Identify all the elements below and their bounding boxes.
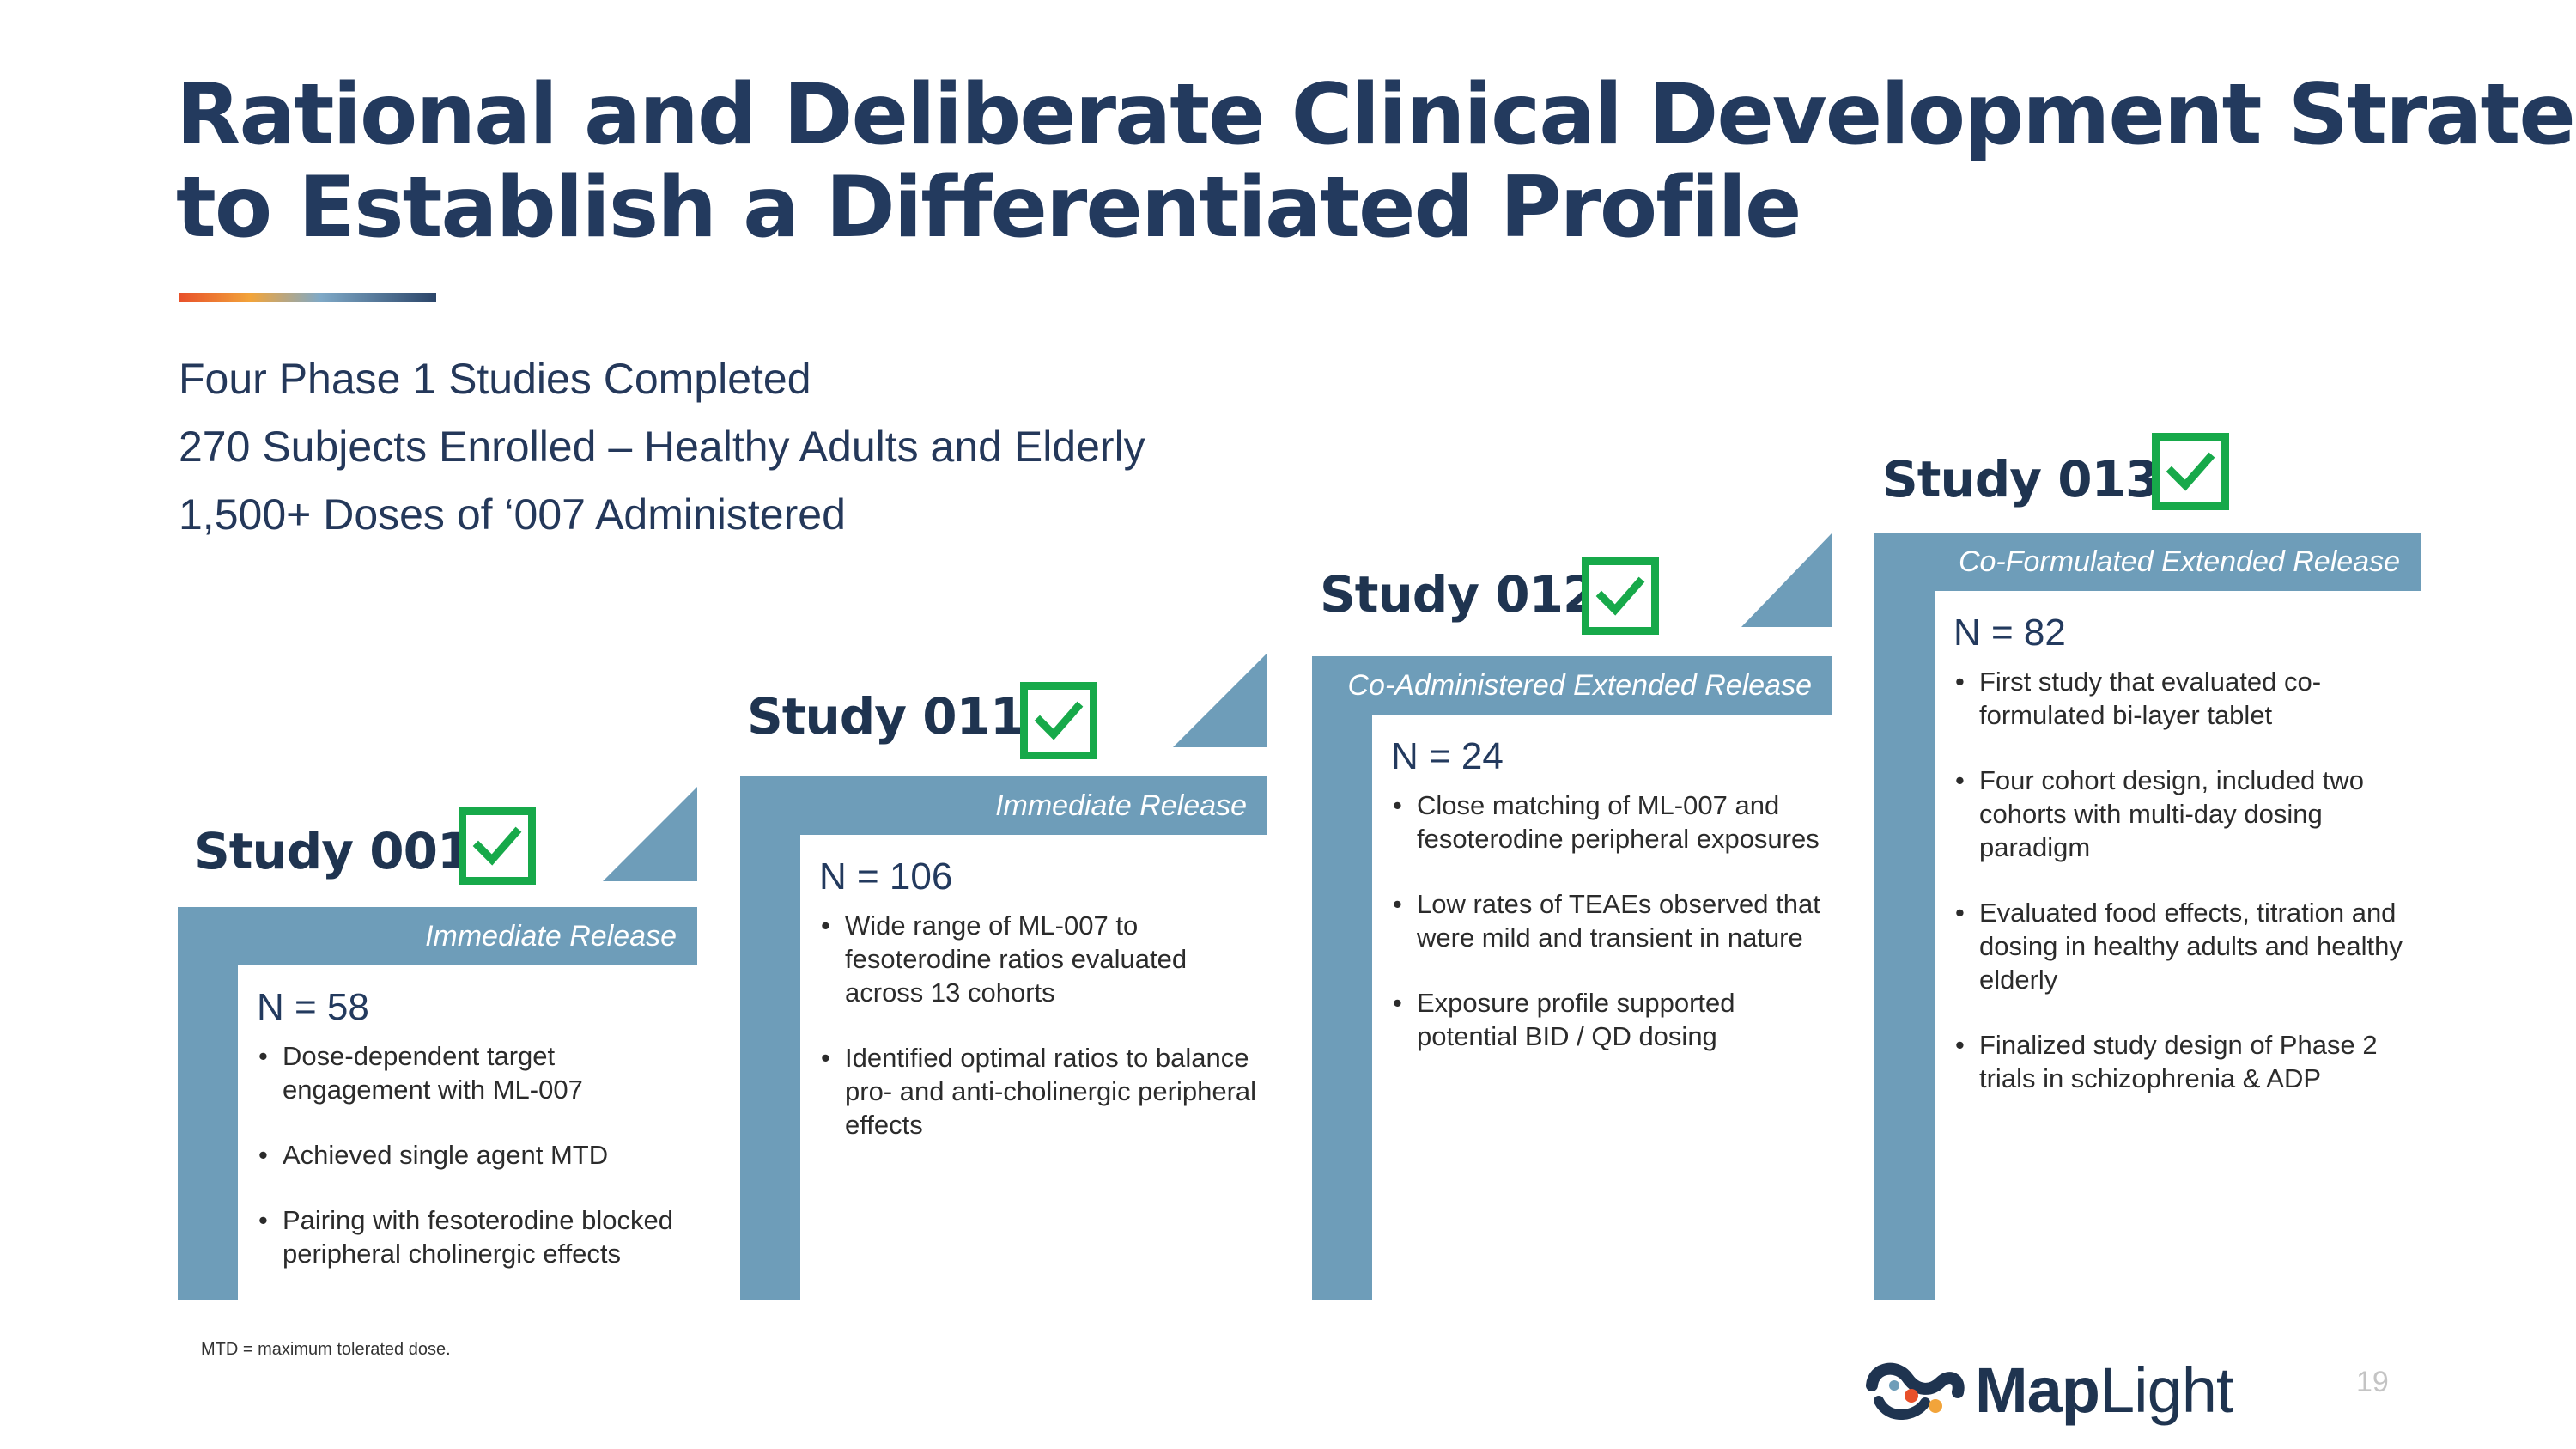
page-number: 19 [2356,1366,2389,1398]
list-item: Four cohort design, included two cohorts… [1953,764,2421,864]
study-011-content: N = 106 Wide range of ML-007 to fesotero… [819,855,1267,1173]
study-011-check-icon [1020,682,1097,759]
list-item: Dose-dependent target engagement with ML… [257,1039,697,1106]
summary-stats: Four Phase 1 Studies Completed 270 Subje… [179,345,1145,549]
study-011-title: Study 011 [747,687,1024,746]
maplight-wordmark-light: Light [2099,1355,2233,1426]
study-001-step: Immediate Release N = 58 Dose-dependent … [178,907,697,1300]
list-item: Wide range of ML-007 to fesoterodine rat… [819,909,1267,1009]
study-011-step-bar [740,835,800,1300]
study-011-step-triangle [1173,653,1267,747]
study-012-n: N = 24 [1391,735,1504,777]
study-001-release-band: Immediate Release [178,907,697,965]
stat-subjects-enrolled: 270 Subjects Enrolled – Healthy Adults a… [179,423,1145,471]
title-accent-line [179,293,436,302]
study-001-title: Study 001 [194,822,471,880]
list-item: Identified optimal ratios to balance pro… [819,1041,1267,1142]
slide-title-line-2: to Establish a Differentiated Profile [176,159,1802,257]
study-013-title: Study 013 [1882,450,2160,508]
study-001-content: N = 58 Dose-dependent target engagement … [257,986,697,1302]
study-011-step: Immediate Release N = 106 Wide range of … [740,776,1267,1300]
stat-doses-administered: 1,500+ Doses of ‘007 Administered [179,490,846,539]
study-001-step-triangle [603,787,697,881]
study-012-title: Study 012 [1320,565,1597,624]
study-011-n: N = 106 [819,855,953,898]
study-012-bullets: Close matching of ML-007 and fesoterodin… [1391,788,1832,1053]
list-item: Pairing with fesoterodine blocked periph… [257,1203,697,1270]
study-013-content: N = 82 First study that evaluated co-for… [1953,612,2421,1127]
maplight-wordmark: MapLight [1975,1353,2233,1428]
study-013-bullets: First study that evaluated co-formulated… [1953,665,2421,1095]
study-012-check-icon [1582,557,1659,635]
slide-title: Rational and Deliberate Clinical Develop… [176,69,2576,254]
study-013-step-bar [1874,591,1935,1300]
study-001-bullets: Dose-dependent target engagement with ML… [257,1039,697,1270]
study-013-n: N = 82 [1953,612,2066,654]
list-item: Close matching of ML-007 and fesoterodin… [1391,788,1832,855]
study-012-release-band: Co-Administered Extended Release [1312,656,1832,715]
list-item: Achieved single agent MTD [257,1138,697,1172]
study-001-n: N = 58 [257,986,369,1028]
study-001-check-icon [459,807,536,885]
maplight-logo: MapLight [1863,1353,2275,1430]
maplight-logo-icon [1866,1362,1965,1420]
study-013-step: Co-Formulated Extended Release N = 82 Fi… [1874,533,2421,1300]
list-item: Evaluated food effects, titration and do… [1953,896,2421,996]
study-011-bullets: Wide range of ML-007 to fesoterodine rat… [819,909,1267,1142]
list-item: Low rates of TEAEs observed that were mi… [1391,887,1832,954]
study-013-release-band: Co-Formulated Extended Release [1874,533,2421,591]
maplight-wordmark-map: Map [1975,1355,2100,1426]
study-011-release-band: Immediate Release [740,776,1267,835]
study-012-content: N = 24 Close matching of ML-007 and feso… [1391,735,1832,1085]
study-012-step-bar [1312,715,1372,1300]
study-012-step: Co-Administered Extended Release N = 24 … [1312,656,1832,1300]
list-item: First study that evaluated co-formulated… [1953,665,2421,732]
slide-title-line-1: Rational and Deliberate Clinical Develop… [176,66,2576,164]
footnote: MTD = maximum tolerated dose. [201,1340,451,1359]
study-001-step-bar [178,965,238,1300]
list-item: Finalized study design of Phase 2 trials… [1953,1028,2421,1095]
stat-studies-completed: Four Phase 1 Studies Completed [179,355,811,403]
study-012-step-triangle [1741,533,1832,627]
study-013-check-icon [2152,433,2229,510]
list-item: Exposure profile supported potential BID… [1391,986,1832,1053]
